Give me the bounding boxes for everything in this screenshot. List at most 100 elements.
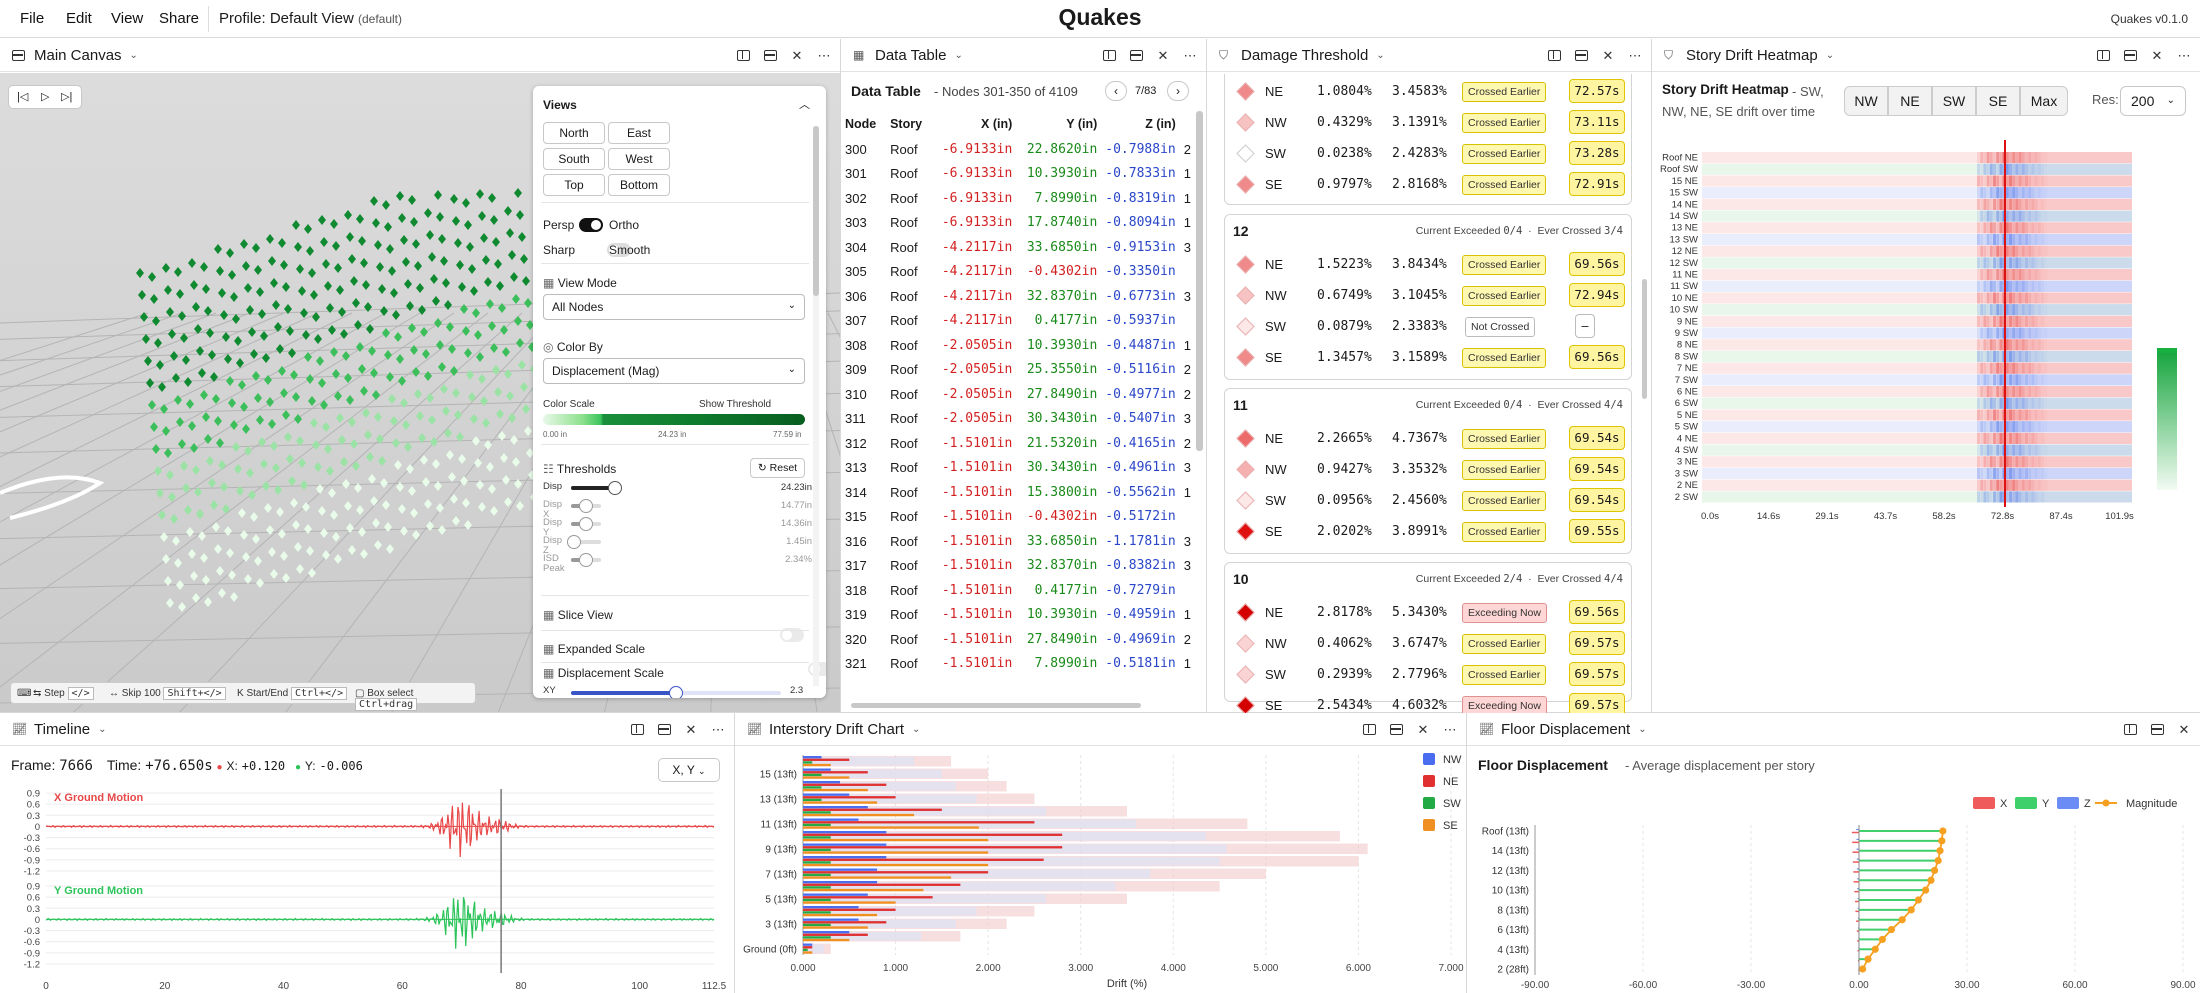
close-icon[interactable]: ✕ [1602, 48, 1614, 63]
close-icon[interactable]: ✕ [1417, 722, 1429, 737]
table-row[interactable]: 311 Roof -2.0505in 30.3430in -0.5407in 3 [841, 407, 1195, 432]
threshold-row[interactable]: NE 2.2665% 4.7367% Crossed Earlier 69.54s [1225, 423, 1633, 454]
col-y[interactable]: Y (in) [1066, 117, 1098, 131]
menu-share[interactable]: Share [159, 10, 200, 27]
more-icon[interactable]: ⋯ [711, 722, 725, 737]
table-row[interactable]: 303 Roof -6.9133in 17.8740in -0.8094in 1 [841, 211, 1195, 236]
table-row[interactable]: 320 Roof -1.5101in 27.8490in -0.4969in 2 [841, 627, 1195, 652]
profile-selector[interactable]: Profile: Default View (default) [219, 10, 402, 27]
slice-view-toggle[interactable] [780, 627, 804, 642]
res-select[interactable]: 200 ⌄ [2120, 86, 2186, 116]
more-icon[interactable]: ⋯ [2177, 48, 2191, 63]
damage-scrollbar[interactable] [1642, 279, 1647, 399]
threshold-row[interactable]: SW 0.2939% 2.7796% Crossed Earlier 69.57s [1225, 659, 1633, 690]
threshold-row[interactable]: NW 0.4329% 3.1391% Crossed Earlier 73.11s [1225, 107, 1633, 138]
table-row[interactable]: 304 Roof -4.2117in 33.6850in -0.9153in 3 [841, 235, 1195, 260]
threshold-slider-disp-z[interactable] [567, 535, 581, 549]
more-icon[interactable]: ⋯ [1443, 722, 1457, 737]
table-v-scrollbar[interactable] [1196, 111, 1203, 451]
more-icon[interactable]: ⋯ [1183, 48, 1197, 63]
chevron-down-icon[interactable]: ⌄ [1825, 49, 1835, 61]
table-row[interactable]: 321 Roof -1.5101in 7.8990in -0.5181in 1 [841, 652, 1195, 677]
table-row[interactable]: 318 Roof -1.5101in 0.4177in -0.7279in [841, 578, 1195, 603]
time-badge[interactable]: 73.11s [1569, 110, 1625, 134]
persp-ortho-toggle[interactable] [579, 217, 603, 232]
chevron-down-icon[interactable]: ⌄ [1638, 723, 1647, 735]
col-x[interactable]: X (in) [981, 117, 1013, 131]
heatmap-nw-button[interactable]: NW [1844, 86, 1888, 116]
xy-scale-slider[interactable] [669, 686, 683, 698]
table-row[interactable]: 310 Roof -2.0505in 27.8490in -0.4977in 2 [841, 382, 1195, 407]
time-badge[interactable]: 69.54s [1569, 457, 1625, 481]
close-icon[interactable]: ✕ [685, 722, 697, 737]
threshold-row[interactable]: SE 2.0202% 3.8991% Crossed Earlier 69.55s [1225, 516, 1633, 547]
table-row[interactable]: 308 Roof -2.0505in 10.3930in -0.4487in 1 [841, 333, 1195, 358]
threshold-row[interactable]: SE 2.5434% 4.6032% Exceeding Now 69.57s [1225, 690, 1633, 721]
time-badge[interactable]: – [1575, 314, 1595, 338]
more-icon[interactable]: ⋯ [1628, 48, 1642, 63]
drift-chart[interactable]: 0.000 1.000 2.000 3.000 4.000 5.000 6.000 7.000… [735, 747, 1467, 993]
time-badge[interactable]: 69.56s [1569, 600, 1625, 624]
split-vertical-icon[interactable] [629, 722, 645, 738]
3d-scene[interactable] [0, 73, 840, 713]
threshold-row[interactable]: SE 1.3457% 3.1589% Crossed Earlier 69.56s [1225, 342, 1633, 373]
close-icon[interactable]: ✕ [1157, 48, 1169, 63]
table-row[interactable]: 302 Roof -6.9133in 7.8990in -0.8319in 1 [841, 186, 1195, 211]
threshold-row[interactable]: NE 2.8178% 5.3430% Exceeding Now 69.56s [1225, 597, 1633, 628]
menu-view[interactable]: View [111, 10, 144, 27]
table-row[interactable]: 300 Roof -6.9133in 22.8620in -0.7988in 2 [841, 137, 1195, 162]
table-row[interactable]: 305 Roof -4.2117in -0.4302in -0.3350in [841, 260, 1195, 285]
col-node[interactable]: Node [845, 117, 877, 131]
heatmap-ne-button[interactable]: NE [1888, 86, 1932, 116]
split-vertical-icon[interactable] [2122, 722, 2138, 738]
split-vertical-icon[interactable] [1546, 48, 1562, 64]
view-west-button[interactable]: West [608, 148, 670, 170]
threshold-slider-isd-peak[interactable] [579, 553, 593, 567]
skip-forward-icon[interactable]: ▷| [61, 91, 73, 103]
time-badge[interactable]: 72.91s [1569, 172, 1625, 196]
chevron-down-icon[interactable]: ⌄ [98, 723, 107, 735]
threshold-row[interactable]: NE 1.5223% 3.8434% Crossed Earlier 69.56s [1225, 249, 1633, 280]
chevron-down-icon[interactable]: ⌄ [912, 723, 921, 735]
play-icon[interactable]: ▷ [41, 91, 50, 103]
threshold-row[interactable]: NE 1.0804% 3.4583% Crossed Earlier 72.57s [1225, 76, 1633, 107]
split-horizontal-icon[interactable] [1128, 48, 1144, 64]
time-badge[interactable]: 72.57s [1569, 79, 1625, 103]
close-icon[interactable]: ✕ [2178, 722, 2190, 737]
reset-button[interactable]: ↻ Reset [750, 458, 805, 478]
close-icon[interactable]: ✕ [791, 48, 803, 63]
more-icon[interactable]: ⋯ [817, 48, 831, 63]
time-badge[interactable]: 69.56s [1569, 345, 1625, 369]
chevron-down-icon[interactable]: ⌄ [129, 49, 138, 61]
col-z[interactable]: Z (in) [1145, 117, 1176, 131]
split-vertical-icon[interactable] [1101, 48, 1117, 64]
heatmap-max-button[interactable]: Max [2020, 86, 2068, 116]
legend-handle[interactable] [2157, 348, 2177, 353]
col-story[interactable]: Story [890, 117, 923, 131]
time-badge[interactable]: 69.54s [1569, 488, 1625, 512]
table-h-scrollbar[interactable] [851, 703, 1141, 708]
split-horizontal-icon[interactable] [1573, 48, 1589, 64]
heatmap-sw-button[interactable]: SW [1932, 86, 1976, 116]
threshold-row[interactable]: SE 0.9797% 2.8168% Crossed Earlier 72.91s [1225, 169, 1633, 200]
split-horizontal-icon[interactable] [2122, 48, 2138, 64]
view-top-button[interactable]: Top [543, 174, 605, 196]
time-badge[interactable]: 69.54s [1569, 426, 1625, 450]
split-horizontal-icon[interactable] [656, 722, 672, 738]
view-bottom-button[interactable]: Bottom [608, 174, 670, 196]
table-row[interactable]: 306 Roof -4.2117in 32.8370in -0.6773in 3 [841, 284, 1195, 309]
threshold-row[interactable]: SW 0.0879% 2.3383% Not Crossed – [1225, 311, 1633, 342]
threshold-row[interactable]: NW 0.6749% 3.1045% Crossed Earlier 72.94s [1225, 280, 1633, 311]
next-page-button[interactable]: › [1167, 81, 1189, 101]
floor-displacement-chart[interactable]: -90.00-60.00-30.000.0030.0060.0090.00Dis… [1467, 773, 2200, 993]
split-horizontal-icon[interactable] [762, 48, 778, 64]
table-row[interactable]: 307 Roof -4.2117in 0.4177in -0.5937in [841, 309, 1195, 334]
split-vertical-icon[interactable] [2095, 48, 2111, 64]
split-horizontal-icon[interactable] [2149, 722, 2165, 738]
view-south-button[interactable]: South [543, 148, 605, 170]
threshold-row[interactable]: SW 0.0238% 2.4283% Crossed Earlier 73.28s [1225, 138, 1633, 169]
views-scrollbar[interactable] [813, 126, 819, 686]
split-horizontal-icon[interactable] [1388, 722, 1404, 738]
table-row[interactable]: 317 Roof -1.5101in 32.8370in -0.8382in 3 [841, 554, 1195, 579]
